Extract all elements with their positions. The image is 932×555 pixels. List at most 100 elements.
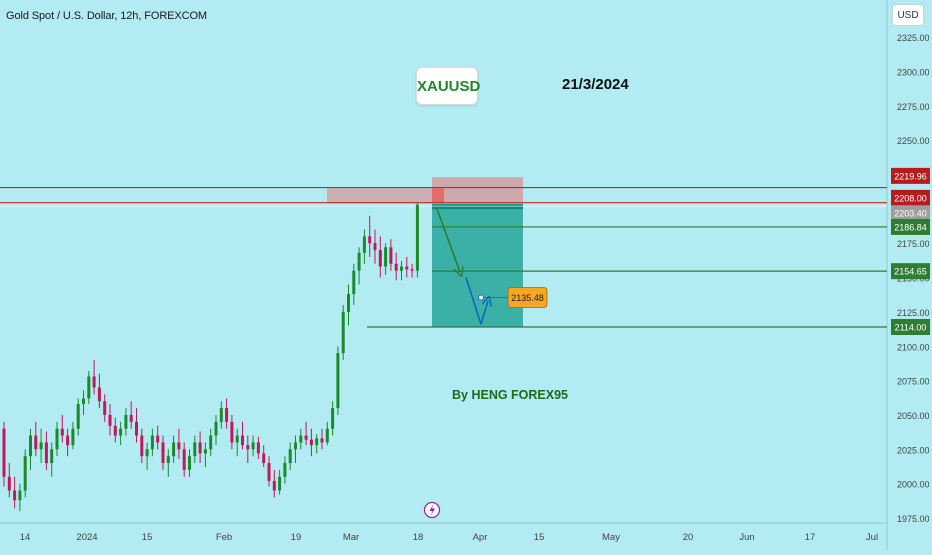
candle-body [347,294,350,312]
candle-body [299,435,303,443]
candle-body [246,445,250,450]
candle-body [352,270,356,295]
candle-body [315,438,319,446]
candle-body [113,425,117,436]
y-tick-label: 2300.00 [897,67,930,77]
lightning-icon [429,504,435,516]
price-tag-text: 2186.84 [894,222,927,232]
candle-body [23,456,27,491]
candle-body [283,463,287,477]
candle-body [135,421,138,436]
x-tick-label: Jul [866,532,878,543]
price-tag-bg [891,167,930,184]
candle-body [92,376,96,388]
x-tick-label: 15 [534,532,545,543]
candle-body [82,398,85,404]
candle-body [209,435,213,450]
x-tick-label: 17 [805,532,816,543]
y-tick-label: 2000.00 [897,480,930,490]
candle-body [336,353,340,409]
candle-body [119,428,123,436]
candle-body [193,442,197,457]
candle-body [400,266,403,271]
candle-body [394,263,398,271]
x-tick-label: 18 [413,532,424,543]
candle-body [294,442,297,450]
x-tick-label: 19 [291,532,302,543]
candle-body [166,456,170,464]
candle-body [241,435,244,446]
price-tag-bg [891,218,930,235]
candle-body [188,456,191,470]
candle-body [405,266,409,270]
candle-body [325,428,329,443]
y-tick-label: 2250.00 [897,136,930,146]
candle-body [29,435,32,457]
price-tag-text: 2219.96 [894,171,927,181]
candle-body [34,435,38,450]
price-tag-text: 2154.65 [894,267,927,277]
candle-body [161,442,165,464]
arrow-down-blue-leg1 [465,277,482,325]
candle-body [272,480,276,491]
candle-body [39,442,43,450]
candle-body [198,442,202,454]
chart-header-title: Gold Spot / U.S. Dollar, 12h, FOREXCOM [6,10,207,22]
candle-body [177,442,181,450]
candle-body [341,311,345,354]
supply-zone-left [327,188,432,204]
candle-body [2,428,6,477]
candle-body [156,435,160,443]
candle-body [320,438,324,443]
candle-body [278,476,282,491]
candle-body [87,376,91,399]
candle-body [331,408,335,429]
candle-body [18,490,22,501]
candle-body [415,204,419,271]
x-tick-label: Apr [473,532,488,543]
x-tick-label: Feb [216,532,232,543]
candle-body [76,403,80,429]
price-tag-bg [891,189,930,206]
y-tick-label: 2075.00 [897,377,930,387]
candle-body [124,414,128,429]
candle-body [108,414,112,426]
candle-body [378,250,382,267]
symbol-label-box: XAUUSD [416,67,480,105]
price-tag-bg [891,319,930,336]
supply-zone-highlight [432,188,444,204]
candle-body [66,435,70,446]
y-tick-label: 2125.00 [897,308,930,318]
candle-body [7,476,11,491]
stop-zone [432,177,523,205]
price-tag-bg [891,205,930,222]
x-tick-label: Mar [343,532,359,543]
candle-body [256,442,260,454]
candle-body [309,439,313,446]
candle-body [145,449,149,457]
candle-body [13,490,17,501]
candle-body [262,453,266,464]
candle-body [103,401,107,415]
candle-body [182,449,186,470]
candle-body [71,428,75,446]
candle-body [214,421,218,436]
price-tag-bg [891,263,930,280]
candle-body [304,435,308,440]
y-tick-label: 2325.00 [897,33,930,43]
candle-body [150,435,154,450]
candle-body [129,414,133,422]
candle-body [50,449,54,464]
currency-button[interactable]: USD [892,4,924,26]
author-annotation: By HENG FOREX95 [452,388,569,402]
floating-price-tag [507,287,548,308]
candle-body [251,442,255,450]
candle-body [225,408,229,422]
candle-body [288,449,292,464]
candle-body [55,428,59,450]
date-annotation: 21/3/2024 [562,76,629,93]
x-tick-label: 14 [20,532,31,543]
floating-price-text: 2135.48 [511,293,544,303]
